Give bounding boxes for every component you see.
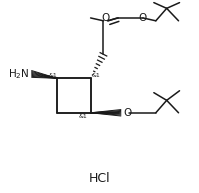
- Text: &1: &1: [48, 73, 57, 78]
- Text: O: O: [101, 13, 110, 23]
- Text: H$_2$N: H$_2$N: [8, 67, 29, 81]
- Text: O: O: [123, 108, 132, 118]
- Text: O: O: [139, 13, 147, 23]
- Text: &1: &1: [91, 73, 100, 78]
- Text: HCl: HCl: [89, 172, 110, 185]
- Text: &1: &1: [79, 114, 88, 119]
